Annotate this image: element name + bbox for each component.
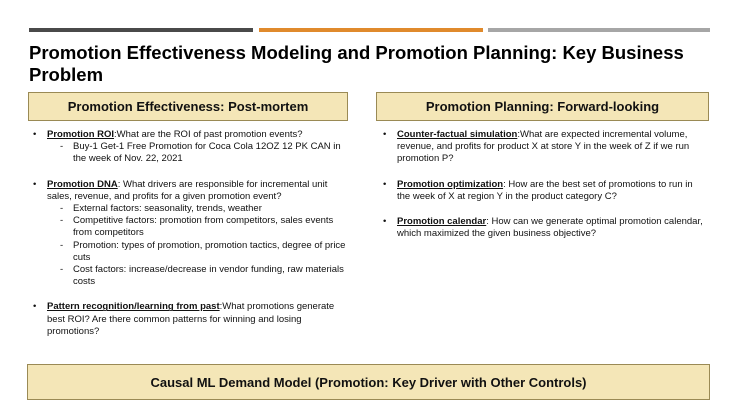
right-item-optimization: • Promotion optimization: How are the be…: [381, 179, 706, 203]
left-panel-header: Promotion Effectiveness: Post-mortem: [28, 92, 348, 121]
item-heading: Pattern recognition/learning from past: [47, 301, 220, 313]
bullet-icon: •: [33, 178, 37, 190]
sub-item: - Cost factors: increase/decrease in vend…: [60, 264, 344, 288]
dash-icon: -: [60, 215, 64, 227]
left-item-roi: • Promotion ROI:What are the ROI of past…: [31, 129, 351, 166]
right-panel-header: Promotion Planning: Forward-looking: [376, 92, 709, 121]
bullet-icon: •: [383, 178, 387, 190]
item-text: :What are the ROI of past promotion even…: [114, 129, 303, 140]
item-text: : What drivers are responsible for incre…: [47, 178, 328, 202]
right-column: • Counter-factual simulation:What are ex…: [381, 129, 706, 253]
sub-item: - External factors: seasonality, trends, …: [60, 203, 262, 215]
bullet-icon: •: [33, 301, 37, 313]
top-bar-gray: [488, 28, 710, 32]
item-heading: Promotion calendar: [397, 216, 487, 228]
top-bar-orange: [259, 28, 483, 32]
item-heading: Promotion ROI: [47, 129, 115, 140]
slide-title: Promotion Effectiveness Modeling and Pro…: [29, 42, 684, 85]
item-text: :What are expected incremental volume, r…: [397, 129, 690, 165]
dash-icon: -: [60, 203, 64, 215]
right-item-calendar: • Promotion calendar: How can we generat…: [381, 216, 706, 240]
dash-icon: -: [60, 264, 64, 276]
dash-icon: -: [60, 141, 64, 153]
sub-item: - Buy-1 Get-1 Free Promotion for Coca Col…: [60, 141, 341, 165]
dash-icon: -: [60, 239, 64, 251]
item-heading: Promotion optimization: [397, 178, 504, 190]
item-heading: Counter-factual simulation: [397, 129, 518, 140]
left-item-dna: • Promotion DNA: What drivers are respon…: [31, 179, 351, 289]
item-heading: Promotion DNA: [47, 178, 118, 190]
item-text: : How can we generate optimal promotion …: [397, 216, 703, 240]
sub-item: - Promotion: types of promotion, promotio…: [60, 239, 346, 263]
bullet-icon: •: [383, 216, 387, 228]
item-text: : How are the best set of promotions to …: [397, 178, 693, 202]
bullet-icon: •: [383, 129, 387, 140]
item-text: :What promotions generate best ROI? Are …: [47, 301, 335, 337]
right-item-simulation: • Counter-factual simulation:What are ex…: [381, 129, 706, 166]
sub-item: - Competitive factors: promotion from com…: [60, 215, 334, 239]
bullet-icon: •: [33, 129, 37, 140]
left-column: • Promotion ROI:What are the ROI of past…: [31, 129, 351, 351]
top-bar-dark: [29, 28, 253, 32]
left-item-pattern: • Pattern recognition/learning from past…: [31, 301, 351, 338]
footer-banner: Causal ML Demand Model (Promotion: Key D…: [27, 364, 710, 400]
